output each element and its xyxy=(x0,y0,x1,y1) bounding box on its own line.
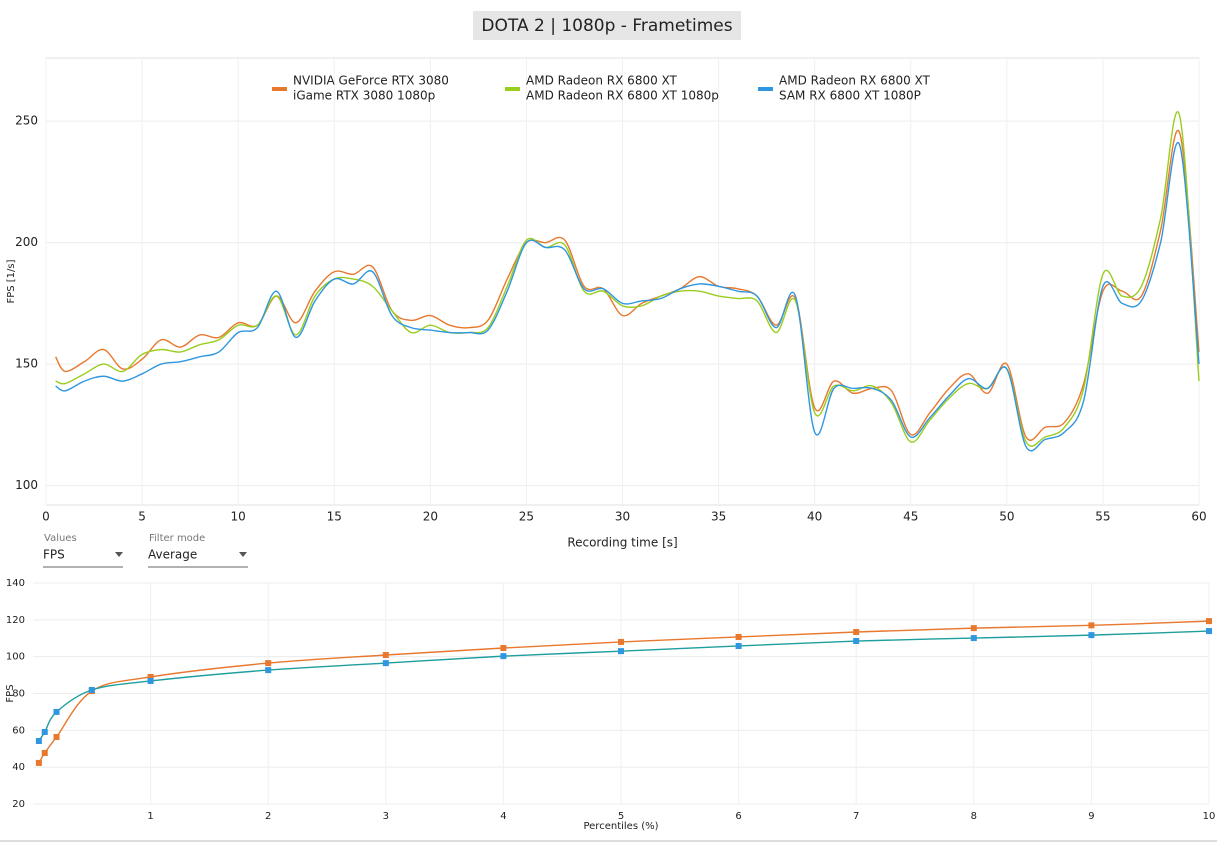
control-label: Values xyxy=(44,533,77,544)
dropdown-value[interactable]: Average xyxy=(148,548,197,562)
y-tick-label: 100 xyxy=(15,478,38,492)
chart-title: DOTA 2 | 1080p - Frametimes xyxy=(481,16,732,36)
point-marker xyxy=(382,660,389,667)
x-tick-label: 15 xyxy=(327,510,342,524)
y-tick-label: 20 xyxy=(12,799,25,810)
point-marker xyxy=(853,628,860,635)
point-marker xyxy=(735,633,742,640)
x-tick-label: 10 xyxy=(231,510,246,524)
point-marker xyxy=(1088,622,1095,629)
dropdown-arrow[interactable] xyxy=(115,552,123,557)
y-tick-label: 40 xyxy=(12,762,25,773)
legend-label: AMD Radeon RX 6800 XT xyxy=(779,74,931,88)
y-tick-label: 140 xyxy=(6,578,25,589)
y-axis-label: FPS xyxy=(5,684,16,702)
point-marker xyxy=(970,635,977,642)
legend-label: SAM RX 6800 XT 1080P xyxy=(779,89,921,103)
point-marker xyxy=(41,728,48,735)
x-axis-label: Recording time [s] xyxy=(567,536,677,550)
x-tick-label: 5 xyxy=(618,811,624,822)
x-tick-label: 55 xyxy=(1095,510,1110,524)
y-tick-label: 250 xyxy=(15,114,38,128)
x-tick-label: 0 xyxy=(42,510,50,524)
point-marker xyxy=(147,677,154,684)
series-line xyxy=(54,129,1200,441)
point-marker xyxy=(147,673,154,680)
series-line xyxy=(38,630,1210,742)
point-marker xyxy=(88,687,95,694)
dropdown-value[interactable]: FPS xyxy=(43,548,65,562)
x-tick-label: 10 xyxy=(1203,811,1216,822)
x-tick-label: 40 xyxy=(807,510,822,524)
point-marker xyxy=(1206,618,1212,625)
legend-label: AMD Radeon RX 6800 XT xyxy=(526,74,678,88)
control-label: Filter mode xyxy=(149,533,205,544)
point-marker xyxy=(35,738,42,745)
x-tick-label: 6 xyxy=(735,811,741,822)
x-tick-label: 35 xyxy=(711,510,726,524)
y-tick-label: 80 xyxy=(12,689,25,700)
x-tick-label: 60 xyxy=(1191,510,1206,524)
point-marker xyxy=(265,660,272,667)
y-tick-label: 150 xyxy=(15,357,38,371)
point-marker xyxy=(35,759,42,766)
x-tick-label: 45 xyxy=(903,510,918,524)
legend-label: iGame RTX 3080 1080p xyxy=(293,89,435,103)
y-tick-label: 120 xyxy=(6,615,25,626)
x-tick-label: 25 xyxy=(519,510,534,524)
x-tick-label: 4 xyxy=(500,811,506,822)
point-marker xyxy=(618,638,624,645)
point-marker xyxy=(500,653,507,660)
legend-label: NVIDIA GeForce RTX 3080 xyxy=(293,74,449,88)
point-marker xyxy=(53,708,60,715)
series-line xyxy=(55,141,1200,452)
point-marker xyxy=(500,645,507,652)
legend-label: AMD Radeon RX 6800 XT 1080p xyxy=(526,89,719,103)
x-tick-label: 1 xyxy=(147,811,153,822)
x-tick-label: 2 xyxy=(265,811,271,822)
x-axis-label: Percentiles (%) xyxy=(583,821,658,832)
x-tick-label: 50 xyxy=(999,510,1014,524)
x-tick-label: 30 xyxy=(615,510,630,524)
y-tick-label: 60 xyxy=(12,725,25,736)
title-box xyxy=(473,11,741,40)
x-tick-label: 5 xyxy=(138,510,146,524)
point-marker xyxy=(970,625,977,632)
point-marker xyxy=(382,652,389,659)
dropdown-arrow[interactable] xyxy=(239,552,247,557)
x-tick-label: 9 xyxy=(1088,811,1094,822)
x-tick-label: 20 xyxy=(423,510,438,524)
point-marker xyxy=(41,749,48,756)
point-marker xyxy=(1206,628,1212,635)
point-marker xyxy=(618,648,624,655)
x-tick-label: 7 xyxy=(853,811,859,822)
x-tick-label: 8 xyxy=(971,811,977,822)
point-marker xyxy=(1088,632,1095,639)
point-marker xyxy=(265,667,272,674)
point-marker xyxy=(853,638,860,645)
y-tick-label: 200 xyxy=(15,235,38,249)
point-marker xyxy=(53,733,60,740)
y-tick-label: 100 xyxy=(6,652,25,663)
point-marker xyxy=(735,642,742,649)
x-tick-label: 3 xyxy=(383,811,389,822)
series-line xyxy=(55,111,1200,447)
y-axis-label: FPS [1/s] xyxy=(6,259,17,303)
